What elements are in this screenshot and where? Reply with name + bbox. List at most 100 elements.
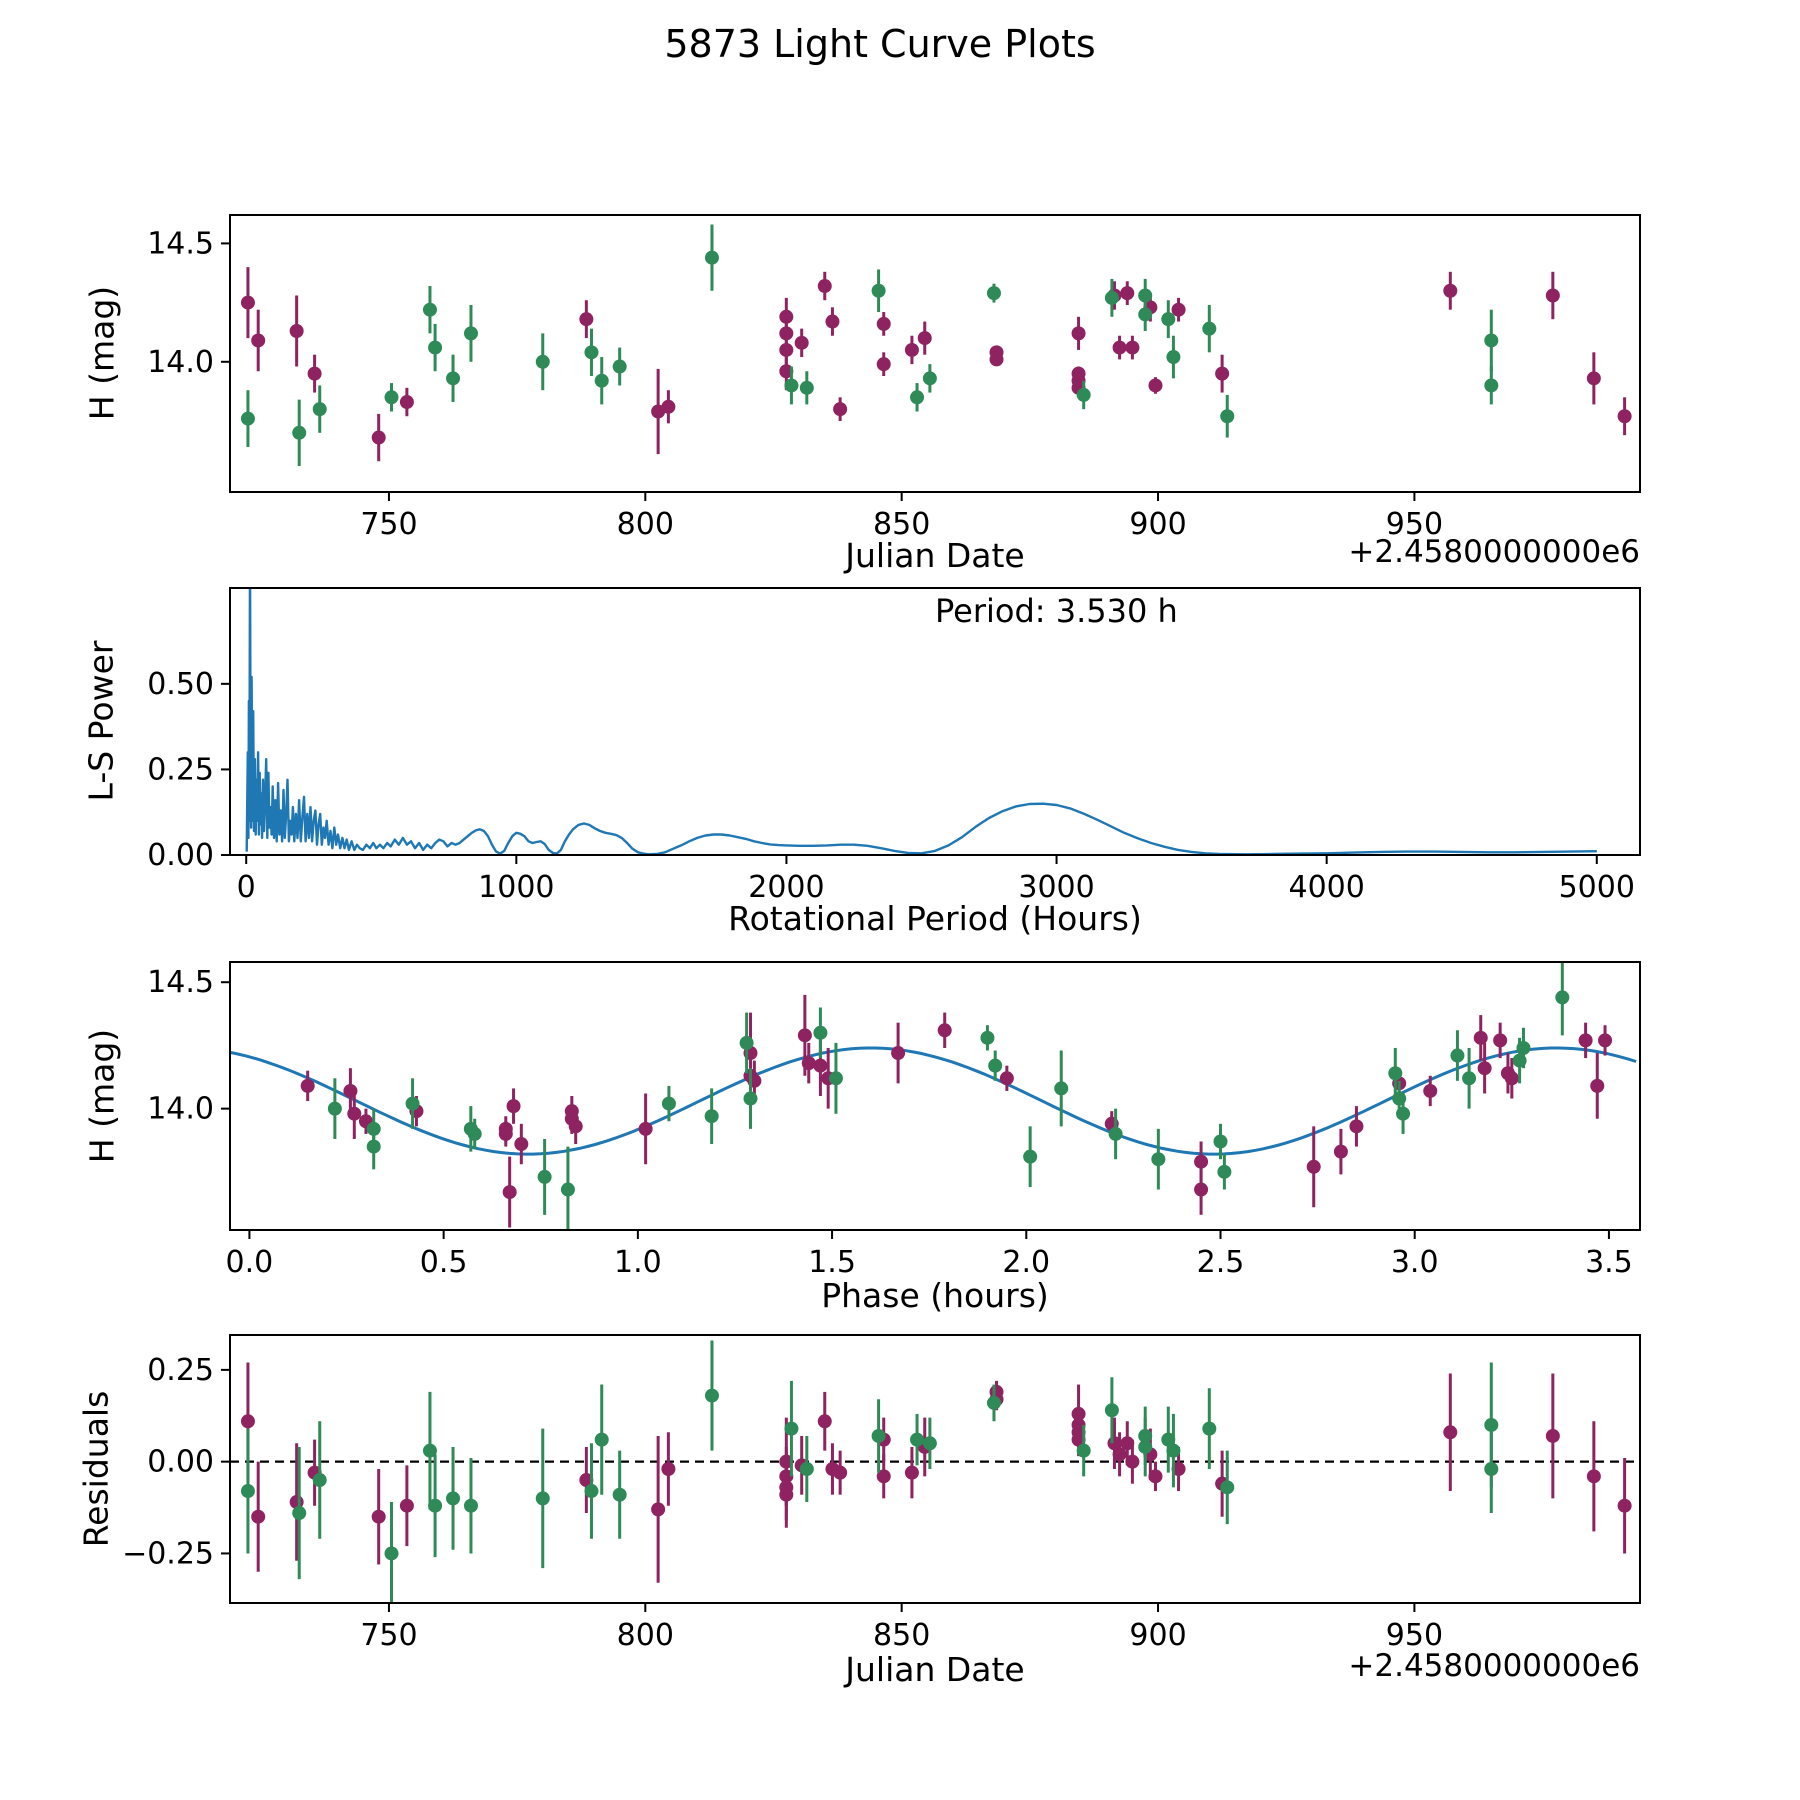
data-point — [910, 390, 925, 405]
data-point — [1161, 312, 1176, 327]
data-point — [813, 1025, 828, 1040]
data-point — [739, 1035, 754, 1050]
data-point — [612, 359, 627, 374]
x-tick-label: 2000 — [748, 870, 824, 905]
data-point — [876, 316, 891, 331]
data-point — [251, 333, 266, 348]
residuals-xlabel: Julian Date — [845, 1650, 1025, 1689]
series-green — [327, 962, 1570, 1230]
data-point — [506, 1099, 521, 1114]
data-point — [1108, 1126, 1123, 1141]
data-point — [399, 395, 414, 410]
data-point — [1484, 1462, 1499, 1476]
data-point — [833, 1465, 848, 1480]
data-point — [917, 331, 932, 346]
data-point — [535, 1491, 550, 1506]
y-tick-label: 14.0 — [147, 1092, 214, 1127]
period-annotation: Period: 3.530 h — [935, 592, 1178, 630]
data-point — [651, 1502, 666, 1517]
data-point — [743, 1091, 758, 1106]
data-point — [871, 1428, 886, 1443]
x-tick-label: 850 — [873, 1618, 930, 1653]
data-point — [307, 366, 322, 381]
series-purple — [300, 994, 1613, 1228]
data-point — [312, 402, 327, 417]
data-point — [1071, 326, 1086, 341]
lightcurve-ylabel: H (mag) — [82, 285, 122, 421]
x-tick-label: 750 — [360, 1618, 417, 1653]
data-point — [366, 1139, 381, 1154]
data-point — [1423, 1083, 1438, 1098]
data-point — [794, 335, 809, 350]
data-point — [312, 1473, 327, 1488]
data-point — [1306, 1159, 1321, 1174]
figure-title: 5873 Light Curve Plots — [664, 22, 1096, 66]
data-point — [1138, 307, 1153, 322]
data-point — [1171, 1462, 1186, 1476]
data-point — [446, 371, 461, 386]
data-point — [446, 1491, 461, 1506]
x-tick-label: 0.5 — [420, 1245, 468, 1280]
data-point — [1545, 1428, 1560, 1443]
x-tick-label: 900 — [1129, 1618, 1186, 1653]
data-point — [1477, 1061, 1492, 1076]
data-point — [384, 1546, 399, 1561]
data-point — [568, 1119, 583, 1134]
data-point — [405, 1096, 420, 1111]
lightcurve-offset-text: +2.4580000000e6 — [1348, 534, 1640, 570]
data-point — [661, 1096, 676, 1111]
x-tick-label: 850 — [873, 507, 930, 542]
data-point — [1125, 1454, 1140, 1469]
data-point — [1151, 1152, 1166, 1167]
data-point — [1194, 1182, 1209, 1197]
y-tick-label: 0.25 — [147, 752, 214, 787]
data-point — [1194, 1154, 1209, 1169]
series-green — [240, 1340, 1499, 1603]
data-point — [1161, 1432, 1176, 1447]
data-point — [1138, 288, 1153, 303]
data-point — [904, 342, 919, 357]
data-point — [422, 302, 437, 317]
data-point — [779, 309, 794, 324]
data-point — [1578, 1033, 1593, 1048]
data-point — [828, 1071, 843, 1086]
x-tick-label: 0 — [237, 870, 256, 905]
data-point — [704, 1388, 719, 1403]
axes-frame — [229, 587, 1641, 856]
data-point — [289, 324, 304, 339]
data-point — [817, 1414, 832, 1429]
data-point — [502, 1185, 517, 1200]
data-point — [1217, 1164, 1232, 1179]
data-point — [240, 411, 255, 426]
data-point — [704, 1109, 719, 1124]
x-tick-label: 2.0 — [1002, 1245, 1050, 1280]
data-point — [1333, 1144, 1348, 1159]
data-point — [1545, 288, 1560, 303]
x-tick-label: 1000 — [478, 870, 554, 905]
data-point — [1138, 1439, 1153, 1454]
data-point — [1166, 1443, 1181, 1458]
panel-phase: 0.0 0.5 1.0 1.5 2.0 2.5 3.0 3.5 14.0 14.5 — [147, 961, 1641, 1280]
data-point — [1388, 1066, 1403, 1081]
data-point — [1598, 1033, 1613, 1048]
data-point — [704, 250, 719, 265]
data-point — [467, 1126, 482, 1141]
data-point — [251, 1509, 266, 1524]
axes-frame — [229, 214, 1641, 493]
data-point — [1484, 378, 1499, 393]
data-point — [1590, 1078, 1605, 1093]
data-point — [498, 1126, 513, 1141]
data-point — [1586, 1469, 1601, 1484]
plot-area-phase — [230, 962, 1637, 1230]
phase-xlabel: Phase (hours) — [821, 1276, 1049, 1315]
data-point — [1104, 290, 1119, 305]
data-point — [537, 1169, 552, 1184]
x-tick-label: 3000 — [1018, 870, 1094, 905]
data-point — [799, 380, 814, 395]
phase-ylabel: H (mag) — [82, 1028, 122, 1164]
data-point — [1202, 321, 1217, 336]
data-point — [1586, 371, 1601, 386]
x-tick-label: 5000 — [1559, 870, 1635, 905]
series-purple — [240, 1362, 1632, 1583]
data-point — [1516, 1040, 1531, 1055]
